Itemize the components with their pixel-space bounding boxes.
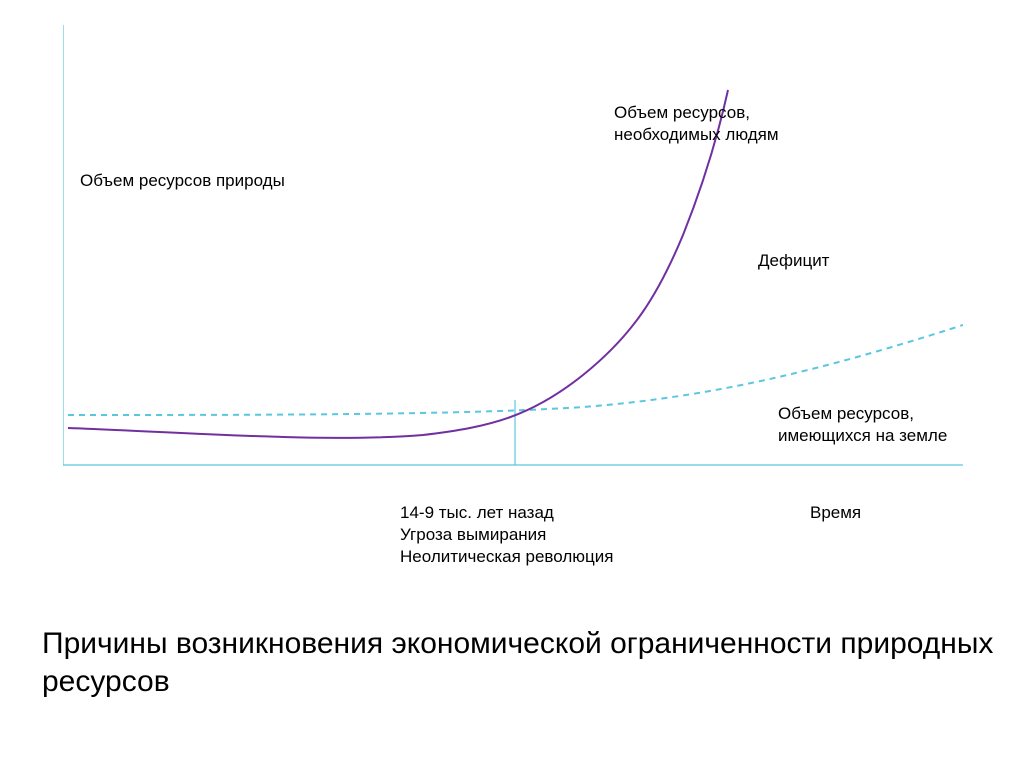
label-xnote: 14-9 тыс. лет назад Угроза вымирания Нео…: [400, 502, 613, 568]
chart-title: Причины возникновения экономической огра…: [42, 625, 1024, 700]
label-nature: Объем ресурсов природы: [80, 170, 285, 192]
label-time: Время: [810, 502, 861, 524]
label-deficit: Дефицит: [758, 250, 829, 272]
label-demand: Объем ресурсов, необходимых людям: [614, 102, 779, 146]
label-supply: Объем ресурсов, имеющихся на земле: [778, 403, 947, 447]
